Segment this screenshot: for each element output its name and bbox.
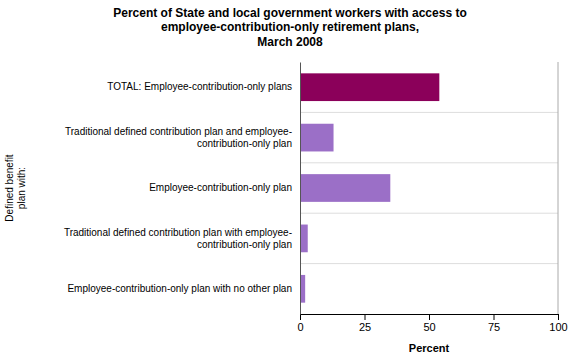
bars — [300, 73, 439, 302]
x-tick: 100 — [549, 314, 567, 333]
separator — [300, 263, 558, 264]
bar — [300, 73, 439, 101]
plot-border — [558, 62, 559, 314]
x-axis-title: Percent — [409, 342, 450, 354]
x-tick-mark — [365, 314, 366, 320]
bar — [300, 225, 308, 253]
x-tick-label: 50 — [423, 321, 435, 333]
x-tick-label: 75 — [488, 321, 500, 333]
y-axis-title: Defined benefitplan with: — [4, 154, 27, 221]
category-label: Employee-contribution-only plan with no … — [67, 283, 292, 294]
x-tick-label: 100 — [549, 321, 567, 333]
x-tick-label: 25 — [359, 321, 371, 333]
category-label: Traditional defined contribution plan wi… — [64, 227, 292, 250]
separator — [300, 112, 558, 113]
category-label: Traditional defined contribution plan an… — [65, 126, 292, 149]
x-tick-mark — [494, 314, 495, 320]
y-tick: Traditional defined contribution plan an… — [65, 126, 300, 149]
y-axis-line — [300, 63, 301, 315]
chart: 0 25 50 75 100 Employee-contribution-only pla… — [0, 0, 580, 360]
x-tick-label: 0 — [297, 321, 303, 333]
x-tick: 50 — [423, 314, 435, 333]
chart-title: Percent of State and local government wo… — [113, 6, 466, 49]
category-label: Employee-contribution-only plan — [149, 182, 292, 193]
x-tick: 25 — [359, 314, 371, 333]
x-tick-mark — [558, 314, 559, 320]
x-axis: 0 25 50 75 100 — [297, 314, 567, 333]
y-tick: Employee-contribution-only plan — [149, 182, 300, 193]
x-tick-mark — [429, 314, 430, 320]
x-axis-line — [301, 315, 559, 321]
separator — [300, 162, 558, 163]
plot-area: 0 25 50 75 100 Employee-contribution-only pla… — [64, 62, 568, 354]
y-tick: Employee-contribution-only plan with no … — [67, 283, 300, 294]
category-label: TOTAL: Employee-contribution-only plans — [107, 81, 292, 92]
separator — [300, 213, 558, 214]
bar — [300, 124, 334, 152]
x-tick: 0 — [297, 314, 303, 333]
bar — [300, 174, 390, 202]
y-axis: Employee-contribution-only plan with no … — [64, 63, 301, 315]
separators — [300, 112, 558, 263]
x-tick-mark — [300, 314, 301, 320]
x-tick: 75 — [488, 314, 500, 333]
y-tick: Traditional defined contribution plan wi… — [64, 227, 300, 250]
y-tick: TOTAL: Employee-contribution-only plans — [107, 81, 300, 92]
